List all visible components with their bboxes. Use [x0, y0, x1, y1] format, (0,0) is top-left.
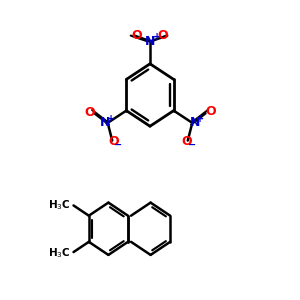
Text: O: O: [182, 135, 192, 148]
Text: O: O: [205, 105, 216, 118]
Text: +: +: [153, 32, 161, 42]
Text: N: N: [100, 116, 110, 129]
Text: −: −: [113, 140, 122, 150]
Text: O: O: [132, 29, 142, 42]
Text: +: +: [106, 114, 115, 124]
Text: N: N: [145, 35, 155, 48]
Text: H$_3$C: H$_3$C: [48, 246, 71, 260]
Text: N: N: [190, 116, 200, 129]
Text: +: +: [196, 114, 204, 124]
Text: −: −: [188, 140, 196, 150]
Text: O: O: [158, 29, 168, 42]
Text: O: O: [109, 135, 119, 148]
Text: O: O: [84, 106, 95, 119]
Text: H$_3$C: H$_3$C: [48, 198, 71, 212]
